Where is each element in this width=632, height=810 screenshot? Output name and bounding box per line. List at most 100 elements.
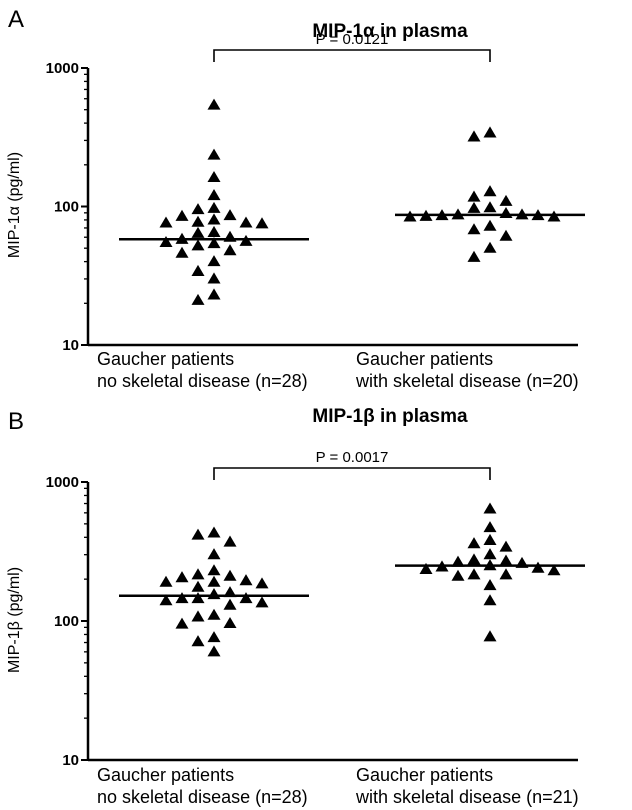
data-point-triangle [467,537,481,549]
data-point-triangle [483,126,497,138]
data-point-triangle [483,548,497,560]
data-point-triangle [207,608,221,620]
data-point-triangle [483,521,497,533]
data-point-triangle [419,562,433,574]
data-point-triangle [467,130,481,142]
data-point-triangle [191,610,205,622]
data-point-triangle [483,219,497,231]
y-tick-label: 10 [62,337,79,354]
data-point-triangle [191,215,205,227]
data-point-triangle [175,571,189,583]
data-point-triangle [451,555,465,567]
data-point-triangle [207,255,221,267]
data-point-triangle [175,617,189,629]
data-point-triangle [223,209,237,221]
data-point-triangle [207,564,221,576]
data-point-triangle [223,569,237,581]
data-point-triangle [159,575,173,587]
data-point-triangle [175,246,189,258]
x-category-line2: with skeletal disease (n=21) [356,787,579,807]
data-point-triangle [499,540,513,552]
scatter-plot-a: 10 100 1000 P = 0.0121 [46,31,585,354]
y-tick-label: 100 [54,199,79,216]
data-point-triangle [499,229,513,241]
significance-bracket [213,467,491,480]
data-point-triangle [207,288,221,300]
data-point-triangle [467,553,481,565]
data-point-triangle [467,190,481,202]
data-point-triangle [483,630,497,642]
panel-letter: B [8,408,25,435]
x-category-line1: Gaucher patients [356,349,494,369]
data-point-triangle [207,631,221,643]
data-point-triangle [207,189,221,201]
data-point-triangle [239,574,253,586]
x-category-line2: no skeletal disease (n=28) [97,787,308,807]
data-point-triangle [467,201,481,213]
data-point-triangle [191,203,205,215]
data-point-triangle [223,535,237,547]
significance-label: P = 0.0017 [316,449,389,466]
data-point-triangle [223,616,237,629]
data-point-triangle [239,216,253,228]
data-point-triangle [159,235,173,248]
data-point-triangle [191,239,205,251]
y-tick-label: 1000 [46,60,79,77]
x-category-label-2: Gaucher patients with skeletal disease (… [356,348,579,392]
chart-title: MIP-1β in plasma [312,406,468,427]
panel-letter: A [8,6,25,33]
data-point-triangle [467,250,481,262]
data-point-triangle [159,594,173,606]
x-category-line1: Gaucher patients [97,349,235,369]
x-category-label-1: Gaucher patients no skeletal disease (n=… [97,764,308,808]
significance-label: P = 0.0121 [316,31,389,48]
data-point-triangle [223,586,237,598]
y-tick-label: 10 [62,752,79,769]
data-point-triangle [207,170,221,183]
data-point-triangle [191,635,205,647]
data-point-triangle [191,293,205,305]
data-point-triangle [207,98,221,110]
data-point-triangle [255,577,269,589]
data-point-triangle [175,209,189,221]
data-point-triangle [207,148,221,160]
x-category-line2: with skeletal disease (n=20) [356,371,579,391]
data-point-triangle [483,502,497,514]
data-point-triangle [223,598,237,610]
x-category-line1: Gaucher patients [356,765,494,785]
data-point-triangle [239,592,253,604]
data-point-triangle [467,568,481,580]
y-tick-label: 100 [54,613,79,630]
data-point-triangle [255,596,269,608]
x-category-label-2: Gaucher patients with skeletal disease (… [356,764,579,808]
panel-a: A MIP-1α in plasma MIP-1α (pg/ml) 10 100 1… [0,0,632,400]
data-point-triangle [467,223,481,235]
y-tick-label: 1000 [46,474,79,491]
data-point-triangle [175,592,189,604]
data-point-triangle [207,588,221,600]
data-point-triangle [207,526,221,538]
panel-b: B MIP-1β in plasma MIP-1β (pg/ml) 10 100 1… [0,400,632,810]
data-point-triangle [207,272,221,284]
x-category-line1: Gaucher patients [97,765,235,785]
data-point-triangle [191,226,205,238]
x-category-label-1: Gaucher patients no skeletal disease (n=… [97,348,308,392]
data-point-triangle [207,213,221,225]
data-point-triangle [547,564,561,576]
chart-title: MIP-1α in plasma [312,21,468,42]
significance-bracket [213,49,491,62]
data-point-triangle [191,568,205,580]
data-point-triangle [499,568,513,580]
data-point-triangle [159,216,173,228]
data-point-triangle [255,217,269,229]
data-point-triangle [207,237,221,249]
data-point-triangle [207,548,221,560]
data-point-triangle [531,561,545,573]
scatter-plot-b: 10 100 1000 P = 0.0017 [46,449,585,769]
data-point-triangle [483,594,497,606]
data-point-triangle [191,580,205,592]
data-point-triangle [207,225,221,237]
data-point-triangle [451,569,465,581]
data-point-triangle [191,264,205,276]
data-point-triangle [207,201,221,213]
